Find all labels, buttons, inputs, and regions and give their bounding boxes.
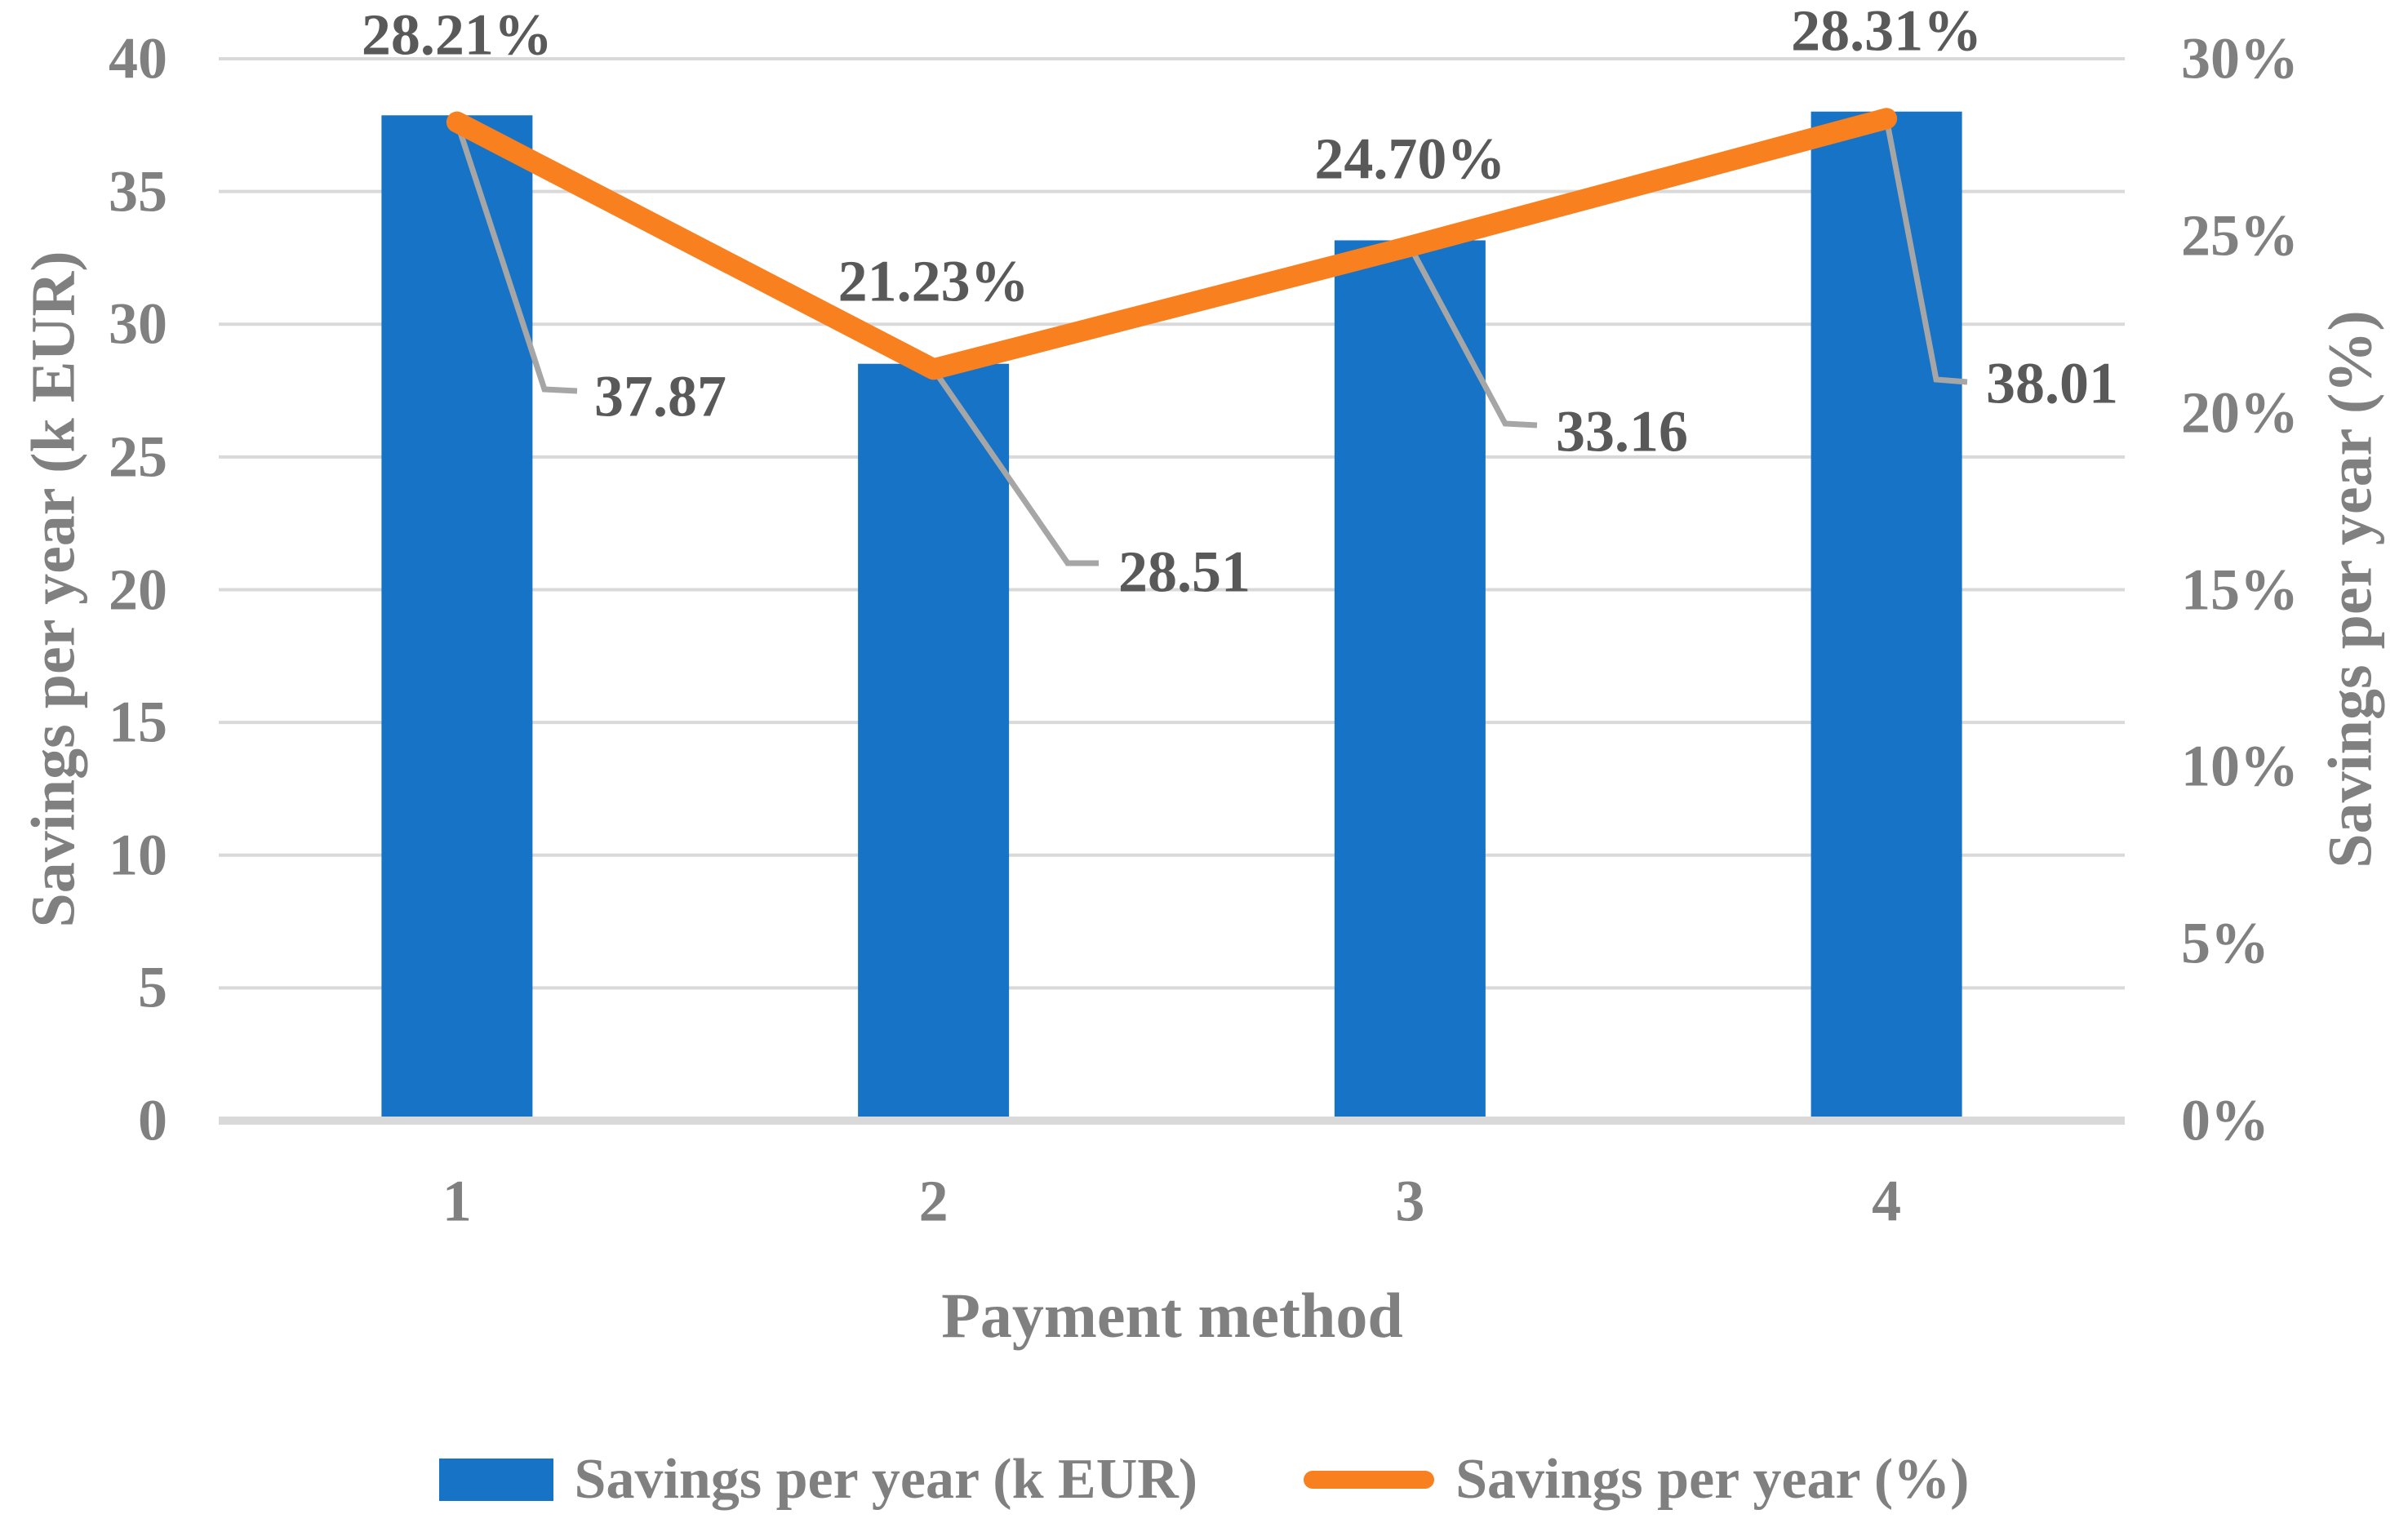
bar-payment-method-4 — [1810, 111, 1962, 1121]
line-value-label-2: 24.70% — [1314, 126, 1506, 192]
left-axis-tick-15: 15 — [109, 689, 167, 755]
bar-payment-method-1 — [381, 115, 533, 1121]
right-axis-tick-10%: 10% — [2181, 733, 2299, 799]
legend-item-line-series: Savings per year (%) — [1304, 1451, 1969, 1508]
x-axis-tick-4: 4 — [1872, 1168, 1902, 1234]
leader-line — [1883, 118, 1968, 385]
x-axis-tick-2: 2 — [918, 1168, 949, 1234]
line-value-label-3: 28.31% — [1791, 0, 1983, 64]
line-series-swatch-icon — [1304, 1471, 1435, 1489]
left-axis-tick-10: 10 — [109, 822, 167, 888]
left-axis-tick-20: 20 — [109, 556, 167, 622]
bar-payment-method-3 — [1334, 240, 1486, 1121]
left-axis-tick-35: 35 — [109, 158, 167, 224]
left-axis-tick-5: 5 — [138, 954, 167, 1020]
right-axis-tick-25%: 25% — [2181, 202, 2299, 269]
x-axis-title: Payment method — [941, 1280, 1403, 1351]
right-axis-tick-20%: 20% — [2181, 380, 2299, 446]
bar-value-label-2: 33.16 — [1556, 398, 1688, 464]
bar-series-swatch-icon — [438, 1459, 553, 1501]
bar-value-label-0: 37.87 — [594, 363, 726, 429]
right-axis-tick-30%: 30% — [2181, 25, 2299, 91]
legend-label-bar-series: Savings per year (k EUR) — [574, 1448, 1198, 1511]
right-y-axis-title: Savings per year (%) — [2316, 310, 2385, 868]
bar-payment-method-2 — [858, 363, 1010, 1121]
leader-line — [1407, 245, 1538, 428]
left-axis-tick-25: 25 — [109, 424, 167, 490]
right-axis-tick-15%: 15% — [2181, 556, 2299, 622]
x-axis-tick-3: 3 — [1395, 1168, 1425, 1234]
legend-label-line-series: Savings per year (%) — [1455, 1448, 1970, 1511]
savings-percent-line — [446, 108, 1898, 380]
x-axis-tick-1: 1 — [442, 1168, 472, 1234]
line-value-label-0: 28.21% — [361, 2, 553, 68]
leader-line — [931, 367, 1099, 566]
left-y-axis-title: Savings per year (k EUR) — [19, 251, 88, 928]
right-axis-tick-0%: 0% — [2181, 1087, 2269, 1153]
leader-line — [454, 121, 578, 394]
bar-value-label-1: 28.51 — [1118, 539, 1251, 605]
legend-item-bar-series: Savings per year (k EUR) — [438, 1448, 1198, 1511]
legend: Savings per year (k EUR) Savings per yea… — [0, 1451, 2408, 1508]
line-value-label-1: 21.23% — [837, 248, 1029, 314]
bar-value-label-3: 38.01 — [1986, 350, 2118, 416]
left-axis-tick-0: 0 — [138, 1087, 167, 1153]
right-axis-tick-5%: 5% — [2181, 910, 2269, 976]
left-axis-tick-30: 30 — [109, 291, 167, 357]
left-axis-tick-40: 40 — [109, 25, 167, 91]
